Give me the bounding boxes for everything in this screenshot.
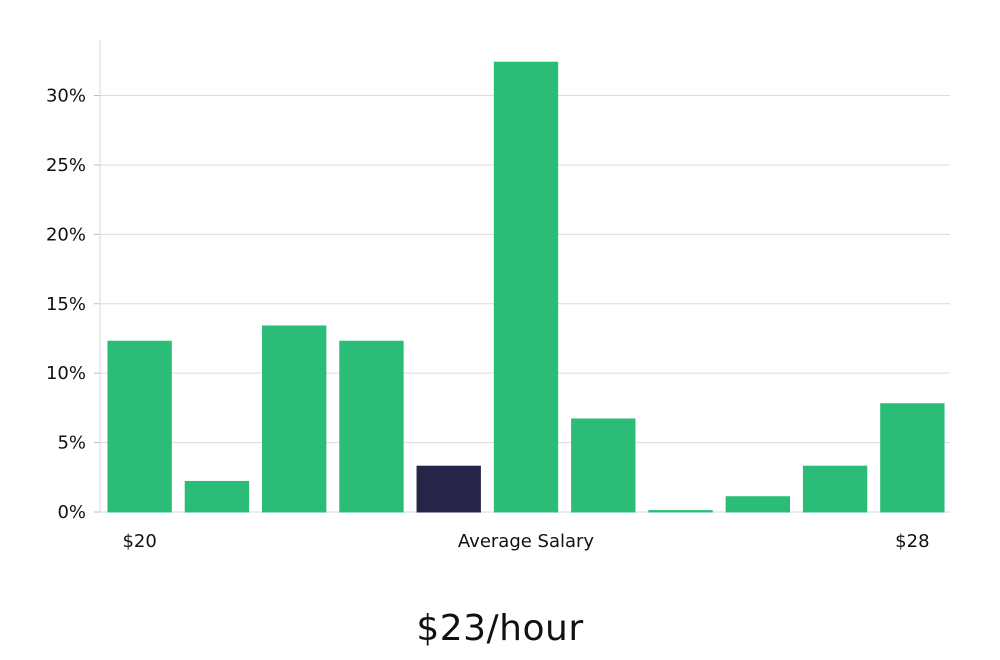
y-tick-label: 20% — [46, 224, 86, 245]
bar — [262, 325, 327, 513]
y-tick-label: 5% — [57, 433, 86, 454]
y-tick-label: 25% — [46, 155, 86, 176]
bar — [493, 61, 559, 513]
bar — [571, 418, 636, 513]
average-salary-value: $23/hour — [416, 608, 584, 649]
bar — [107, 340, 172, 513]
bar — [725, 496, 790, 513]
highlighted-bar — [416, 465, 481, 513]
bar — [802, 465, 868, 513]
bar-chart-svg: 0% 5% 10% 15% 20% 25% 30% $20 Average Salary $28 — [46, 40, 950, 552]
x-tick-label: $20 — [122, 531, 156, 552]
bar — [880, 403, 945, 513]
bar — [339, 340, 404, 513]
y-tick-label: 10% — [46, 363, 86, 384]
y-tick-label: 0% — [57, 502, 86, 523]
x-tick-label: Average Salary — [458, 531, 595, 552]
bar — [184, 480, 250, 513]
x-tick-label: $28 — [895, 531, 929, 552]
y-tick-label: 30% — [46, 86, 86, 107]
bar — [648, 510, 713, 513]
y-tick-label: 15% — [46, 294, 86, 315]
